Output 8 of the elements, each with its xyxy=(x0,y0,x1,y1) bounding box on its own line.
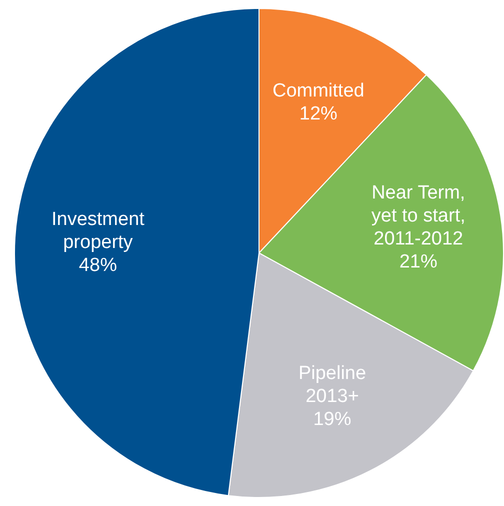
slice-label: Pipeline 2013+ xyxy=(298,363,366,408)
slice-label: Committed xyxy=(272,80,364,102)
data-label: 21% xyxy=(399,251,438,272)
slice-label: Investment property xyxy=(51,209,146,254)
data-label: 12% xyxy=(299,104,338,125)
slice-label: Near Term, yet to start, 2011-2012 xyxy=(371,182,466,250)
data-label: 19% xyxy=(313,409,352,430)
data-label: 48% xyxy=(78,255,118,276)
